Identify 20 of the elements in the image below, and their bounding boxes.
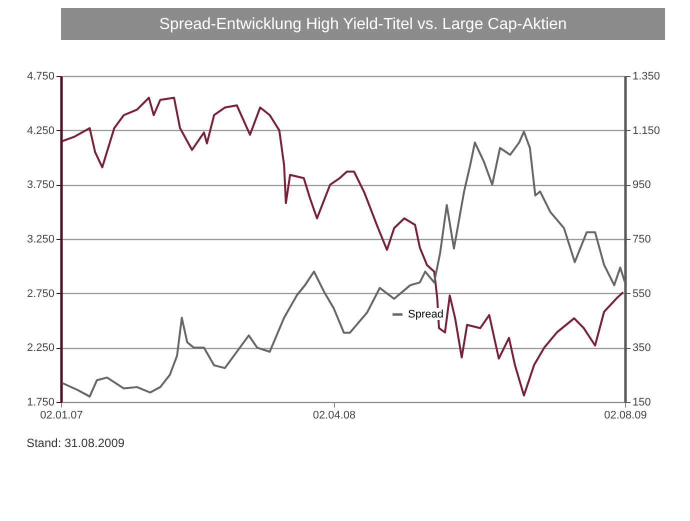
x-tick-label: 02.01.07 <box>40 410 83 422</box>
x-tick-label: 02.04.08 <box>312 410 356 422</box>
y2-tick-label: 150 <box>632 396 651 408</box>
y2-tick-label: 1.150 <box>632 124 660 137</box>
y-tick-label: 4.750 <box>26 70 54 82</box>
y-tick-label: 1.750 <box>26 396 54 408</box>
y2-tick-label: 550 <box>632 288 651 300</box>
x-tick-label: 02.08.09 <box>604 410 647 422</box>
y-tick-label: 2.250 <box>26 342 54 354</box>
y2-tick-label: 950 <box>632 179 651 192</box>
y-tick-label: 3.750 <box>26 179 54 192</box>
y2-tick-label: 1.350 <box>632 70 660 82</box>
text: Stand: 31.08.2009 <box>26 436 125 450</box>
legend-label: Spread <box>408 308 444 320</box>
y-tick-label: 4.250 <box>26 124 54 137</box>
y-tick-label: 2.750 <box>26 288 54 300</box>
y-tick-label: 3.250 <box>26 234 54 246</box>
y2-tick-label: 750 <box>632 234 651 246</box>
y2-tick-label: 350 <box>632 342 651 354</box>
chart-title: Spread-Entwicklung High Yield-Titel vs. Large Cap-Aktien <box>159 16 567 33</box>
